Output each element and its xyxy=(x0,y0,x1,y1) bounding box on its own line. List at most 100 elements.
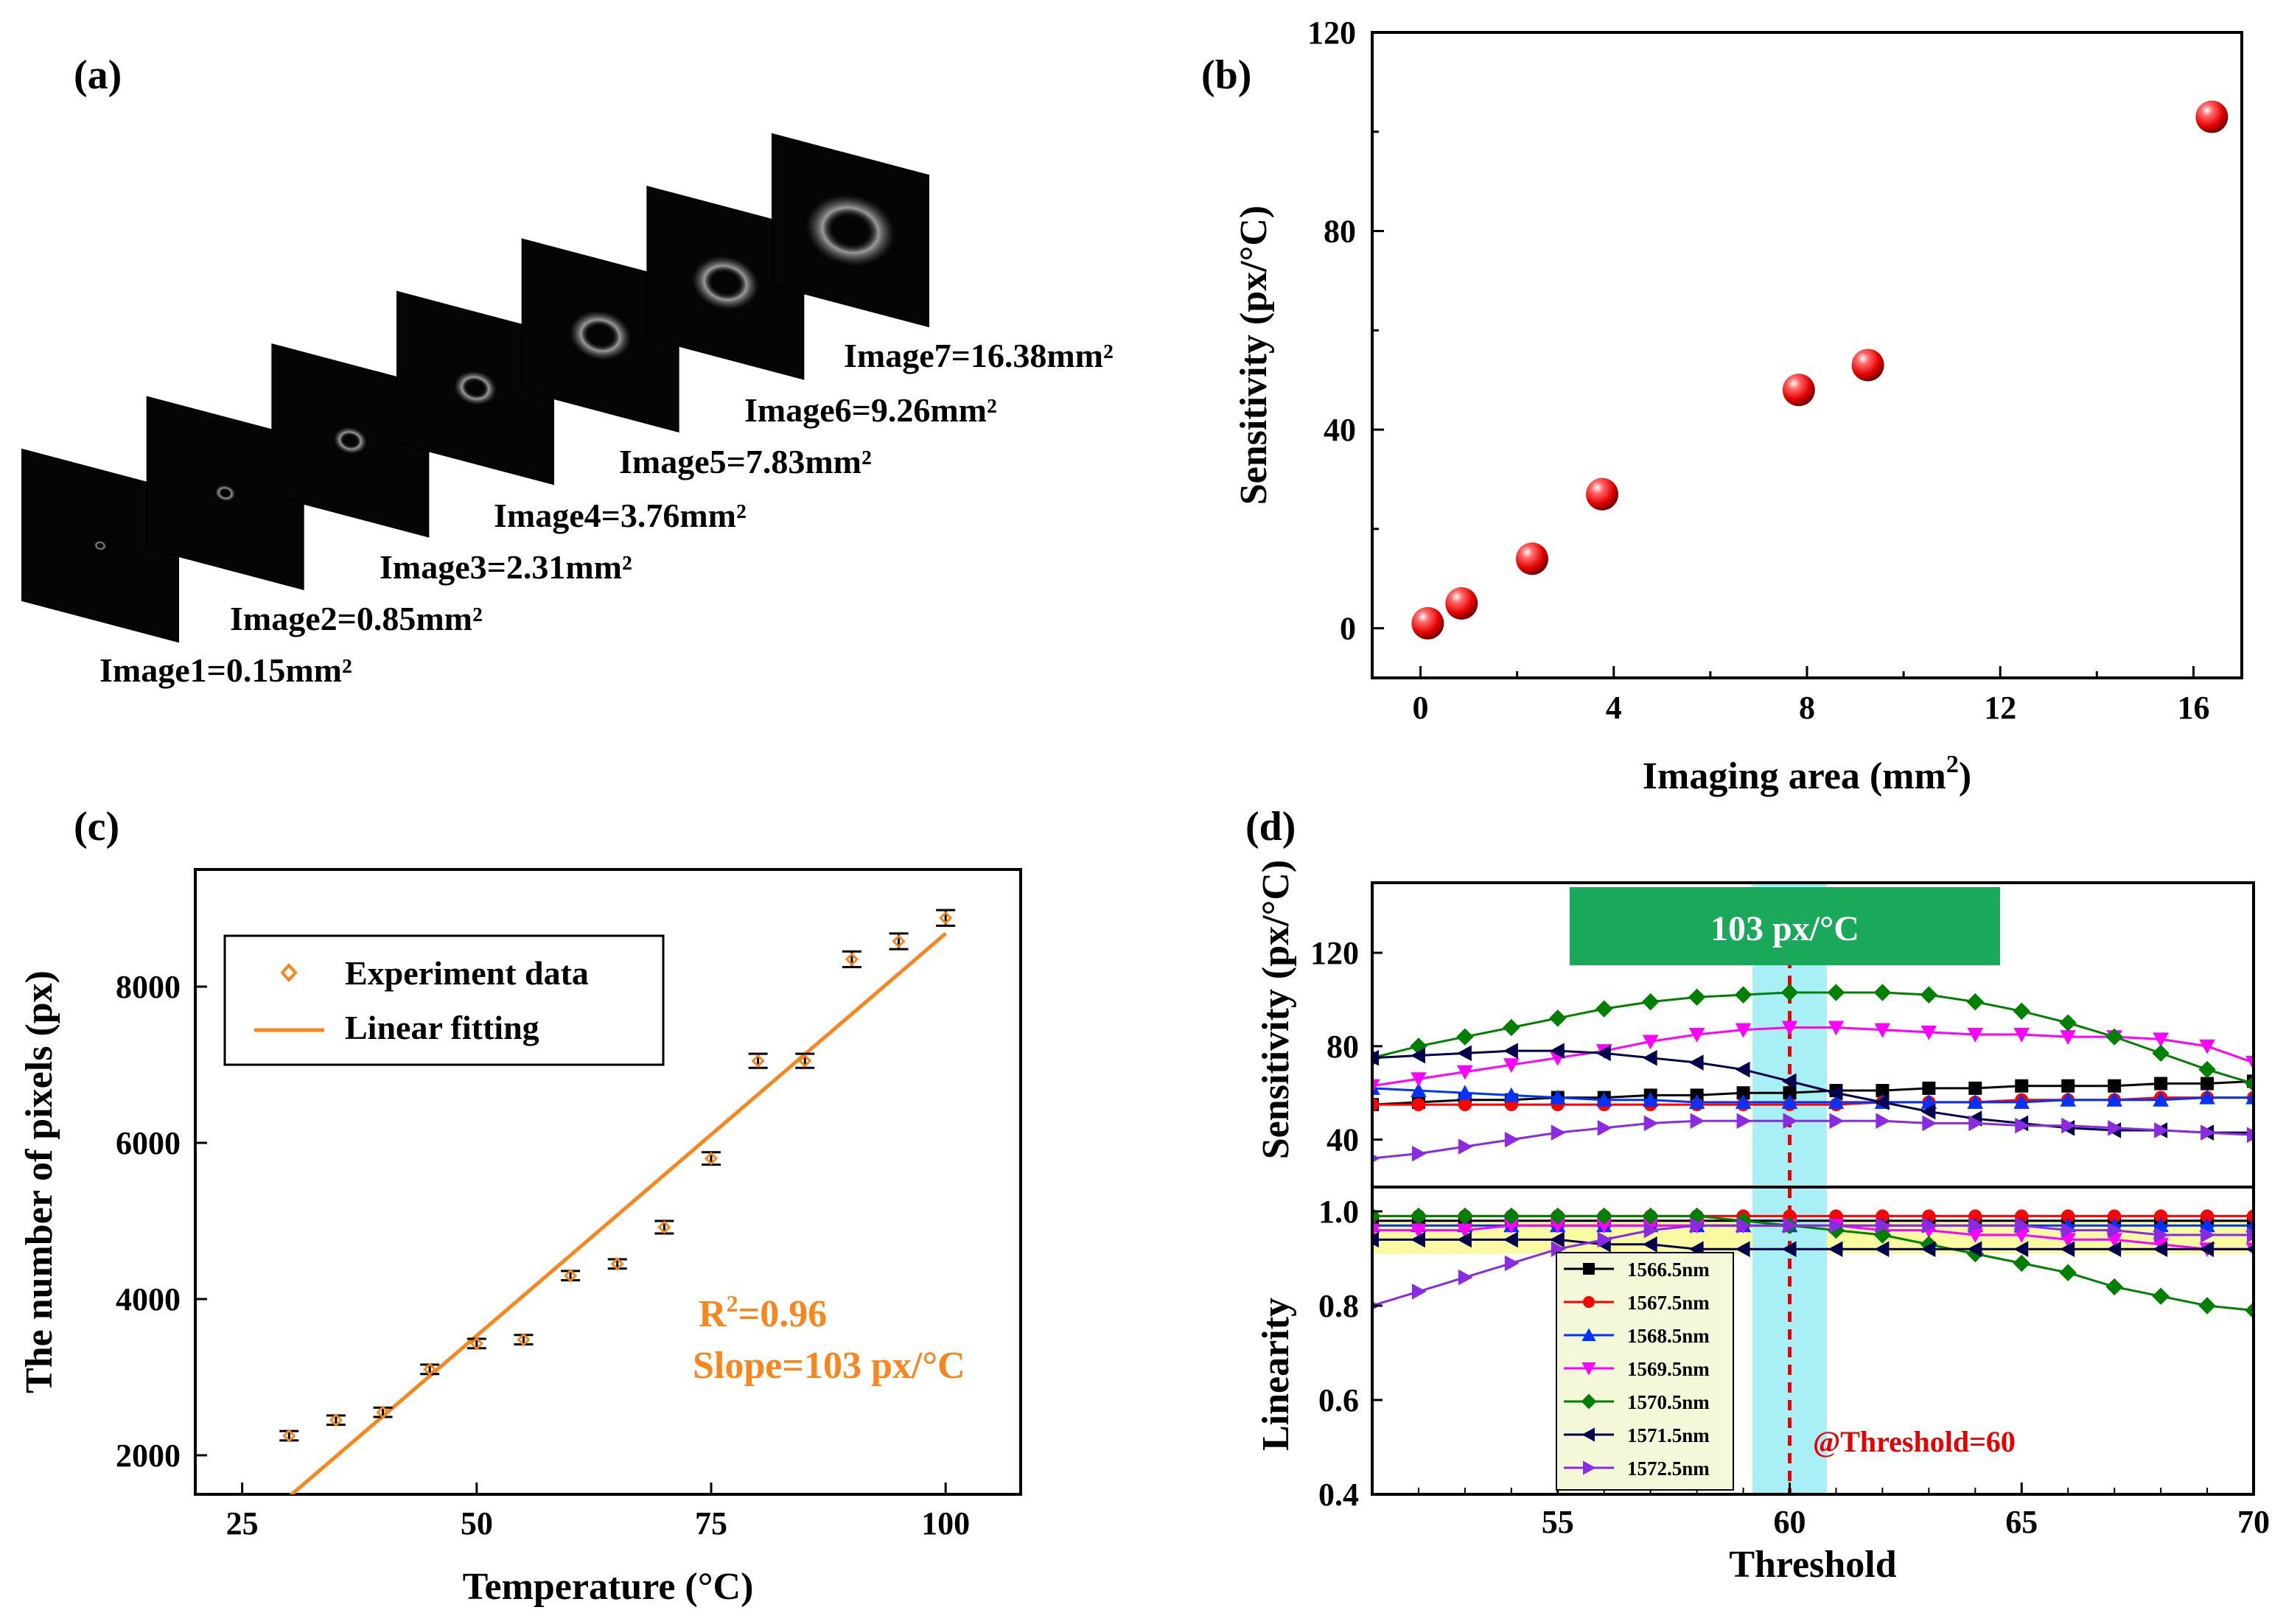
d-marker-bottom xyxy=(2198,1297,2216,1315)
d-marker-bottom xyxy=(2061,1222,2077,1239)
image-7-label: Image7=16.38mm² xyxy=(844,337,1114,374)
d-marker-bottom xyxy=(2247,1209,2254,1223)
panel-c-label: (c) xyxy=(74,804,119,850)
d-marker-top xyxy=(1457,1045,1472,1062)
d-legend-marker xyxy=(1581,1328,1596,1341)
d-marker-top xyxy=(2106,1091,2122,1107)
d-marker-top xyxy=(1643,1115,1659,1132)
d-series-line-top xyxy=(1372,991,2254,1085)
d-marker-bottom xyxy=(2154,1209,2168,1223)
d-marker-top xyxy=(2247,1127,2254,1144)
d-marker-top xyxy=(1874,1023,1891,1038)
panel-d-label: (d) xyxy=(1245,804,1296,850)
b-xtick-label: 16 xyxy=(2177,690,2209,726)
panel-b-chart: 0 4 8 12 16 0 40 80 120 Imaging area (mm2) Sensi… xyxy=(1233,15,2243,797)
c-data-point xyxy=(282,1429,296,1443)
b-data-point xyxy=(1445,587,1478,620)
d-marker-top xyxy=(1873,984,1892,1001)
d-marker-top xyxy=(1372,1079,1380,1094)
d-marker-top xyxy=(1968,1115,1984,1132)
d-marker-top xyxy=(2201,1077,2215,1091)
panel-d-banner xyxy=(1570,887,2000,965)
c-xtick-label: 100 xyxy=(921,1505,970,1541)
c-ytick-label: 8000 xyxy=(116,969,181,1005)
c-data-point xyxy=(469,1337,483,1351)
legend-item-fit: Linear fitting xyxy=(345,1009,539,1046)
image-7-ring xyxy=(803,192,898,268)
d-marker-top xyxy=(1876,1113,1891,1130)
d-marker-top xyxy=(2153,1032,2169,1048)
d-top-ytick-label: 80 xyxy=(1326,1029,1359,1065)
panel-d-legend: 1566.5nm 1567.5nm 1568.5nm 1569.5nm 1570.5nm… xyxy=(1556,1252,1734,1491)
d-marker-top xyxy=(2015,1079,2029,1093)
d-marker-bottom xyxy=(1504,1255,1520,1272)
d-legend-label: 1570.5nm xyxy=(1627,1391,1710,1413)
d-marker-bottom xyxy=(2015,1217,2030,1233)
d-legend-label: 1566.5nm xyxy=(1627,1259,1710,1281)
d-marker-top xyxy=(2108,1119,2122,1136)
d-marker-bottom xyxy=(2247,1227,2254,1243)
d-marker-bottom xyxy=(1641,1207,1660,1225)
d-legend-marker xyxy=(1581,1362,1596,1376)
d-marker-top xyxy=(1457,1085,1473,1100)
d-marker-bottom xyxy=(1597,1231,1612,1248)
d-xtick-label: 65 xyxy=(2005,1504,2038,1540)
panel-c-slope-annotation: Slope=103 px/°C xyxy=(693,1345,965,1387)
panel-c-xlabel: Temperature (°C) xyxy=(463,1566,754,1608)
d-top-ytick-label: 120 xyxy=(1310,935,1359,971)
d-marker-bottom xyxy=(1595,1207,1613,1225)
d-marker-bottom xyxy=(1457,1231,1472,1248)
d-marker-top xyxy=(2013,1028,2030,1043)
c-ytick-label: 2000 xyxy=(116,1438,181,1474)
panel-d-chart: 55 60 65 70 40 80 120 0.4 0.6 0.8 1.0 103 px/°C 15… xyxy=(1255,860,2270,1586)
d-marker-bottom xyxy=(1549,1207,1567,1225)
d-marker-top xyxy=(1372,1080,1380,1095)
d-marker-top xyxy=(1735,1061,1750,1078)
panel-b-ylabel: Sensitivity (px/°C) xyxy=(1233,206,1275,505)
d-marker-bottom xyxy=(1735,1241,1750,1257)
d-marker-top xyxy=(1783,1113,1798,1130)
d-marker-bottom xyxy=(1828,1241,1843,1257)
d-marker-top xyxy=(1411,1047,1425,1064)
d-marker-top xyxy=(2061,1117,2077,1134)
d-marker-bottom xyxy=(1410,1207,1427,1225)
d-marker-bottom xyxy=(2153,1241,2168,1257)
d-marker-bottom xyxy=(1827,1221,1845,1239)
d-series-line-top xyxy=(1372,1049,2254,1134)
d-marker-top xyxy=(1595,1045,1611,1062)
d-marker-top xyxy=(2108,1079,2122,1093)
d-marker-bottom xyxy=(2152,1287,2170,1305)
panel-d-ylabel-top: Sensitivity (px/°C) xyxy=(1255,860,1297,1159)
b-data-point xyxy=(2195,100,2229,133)
b-data-point xyxy=(1411,606,1444,640)
d-marker-top xyxy=(2154,1077,2168,1091)
d-marker-top xyxy=(1456,1028,1474,1046)
d-marker-top xyxy=(1688,1054,1704,1071)
d-marker-top xyxy=(1734,986,1752,1004)
d-marker-bottom xyxy=(2106,1241,2122,1257)
d-marker-top xyxy=(1549,1089,1566,1105)
d-marker-bottom xyxy=(1736,1217,1752,1233)
d-marker-top xyxy=(1549,1009,1567,1027)
d-legend-marker xyxy=(1581,1427,1595,1442)
c-data-point xyxy=(376,1405,390,1419)
d-marker-top xyxy=(1967,1094,1984,1109)
d-legend-marker xyxy=(1581,1393,1597,1410)
b-xtick-label: 12 xyxy=(1984,690,2016,726)
d-legend-label: 1571.5nm xyxy=(1627,1424,1710,1446)
d-marker-top xyxy=(1504,1131,1520,1148)
d-series-line-bottom xyxy=(1372,1224,2254,1307)
image-2-ring xyxy=(214,484,237,502)
panel-c-r2-annotation: R2=0.96 xyxy=(699,1290,827,1335)
d-marker-bottom xyxy=(2245,1301,2254,1320)
d-marker-top xyxy=(1920,986,1938,1004)
d-marker-top xyxy=(1874,1094,1890,1110)
d-marker-top xyxy=(1372,1098,1379,1112)
panel-d-xlabel: Threshold xyxy=(1729,1544,1896,1586)
image-3-ring xyxy=(332,426,368,455)
c-data-point xyxy=(329,1413,343,1427)
d-legend-marker xyxy=(1583,1263,1595,1275)
d-marker-top xyxy=(1783,1086,1797,1100)
c-data-point xyxy=(610,1257,624,1271)
d-marker-top xyxy=(1642,1049,1657,1066)
